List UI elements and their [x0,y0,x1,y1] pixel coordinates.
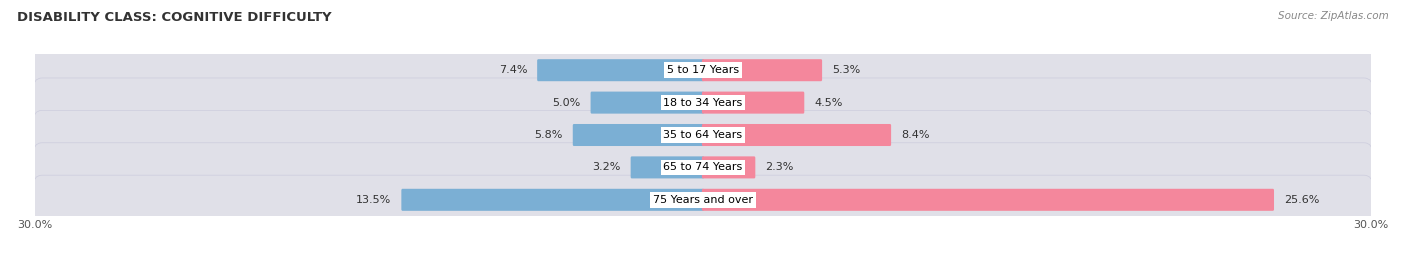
Text: Source: ZipAtlas.com: Source: ZipAtlas.com [1278,11,1389,21]
Text: 7.4%: 7.4% [499,65,527,75]
FancyBboxPatch shape [32,175,1374,224]
Text: DISABILITY CLASS: COGNITIVE DIFFICULTY: DISABILITY CLASS: COGNITIVE DIFFICULTY [17,11,332,24]
FancyBboxPatch shape [702,92,804,114]
FancyBboxPatch shape [591,92,704,114]
Text: 5.0%: 5.0% [553,97,581,108]
FancyBboxPatch shape [631,156,704,178]
FancyBboxPatch shape [572,124,704,146]
Text: 5 to 17 Years: 5 to 17 Years [666,65,740,75]
Text: 18 to 34 Years: 18 to 34 Years [664,97,742,108]
Text: 4.5%: 4.5% [814,97,842,108]
Text: 75 Years and over: 75 Years and over [652,195,754,205]
Text: 65 to 74 Years: 65 to 74 Years [664,162,742,173]
FancyBboxPatch shape [401,189,704,211]
Text: 5.3%: 5.3% [832,65,860,75]
Text: 3.2%: 3.2% [592,162,620,173]
FancyBboxPatch shape [702,59,823,81]
Text: 35 to 64 Years: 35 to 64 Years [664,130,742,140]
FancyBboxPatch shape [537,59,704,81]
Text: 13.5%: 13.5% [356,195,391,205]
Text: 25.6%: 25.6% [1284,195,1319,205]
Text: 5.8%: 5.8% [534,130,562,140]
Text: 2.3%: 2.3% [765,162,794,173]
FancyBboxPatch shape [32,143,1374,192]
FancyBboxPatch shape [32,46,1374,95]
FancyBboxPatch shape [702,156,755,178]
FancyBboxPatch shape [32,78,1374,127]
FancyBboxPatch shape [702,189,1274,211]
Text: 8.4%: 8.4% [901,130,929,140]
FancyBboxPatch shape [32,110,1374,160]
FancyBboxPatch shape [702,124,891,146]
